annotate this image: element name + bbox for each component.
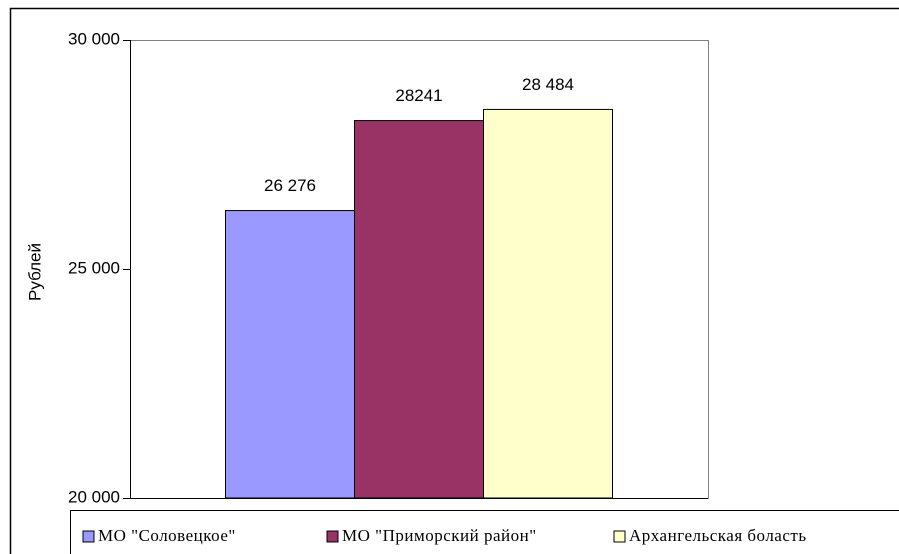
legend-swatch [613, 530, 626, 543]
legend-label: МО "Соловецкое" [98, 526, 236, 545]
legend-label: Архангельская боласть [629, 526, 807, 545]
legend-swatch [326, 530, 339, 543]
bar [225, 210, 355, 499]
y-tick-label: 20 000 [68, 487, 120, 506]
legend-swatch [82, 530, 95, 543]
data-label: 28 484 [522, 75, 574, 94]
y-tick-label: 30 000 [68, 29, 120, 48]
legend-label: МО "Приморский район" [342, 526, 537, 545]
y-tick-label: 25 000 [68, 258, 120, 277]
data-label: 26 276 [264, 176, 316, 195]
y-axis-label: Рублей [25, 243, 44, 301]
legend [70, 510, 899, 554]
bar [483, 108, 613, 499]
bar [354, 120, 484, 499]
data-label: 28241 [395, 86, 442, 105]
